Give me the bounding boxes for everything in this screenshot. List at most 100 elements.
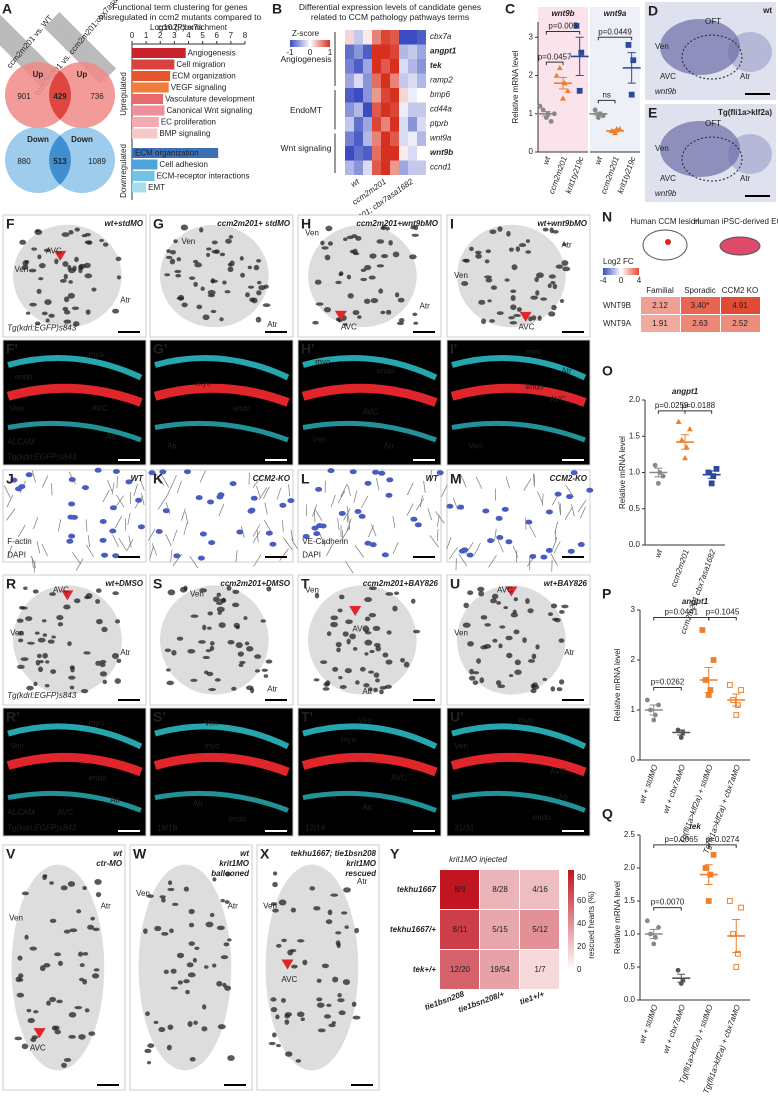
nucleus — [224, 290, 231, 294]
image-label: AVC — [53, 586, 69, 595]
nucleus — [381, 225, 387, 230]
fiber — [127, 512, 131, 525]
point — [738, 687, 744, 693]
panel-letter: F' — [6, 341, 18, 357]
significance-bracket — [653, 617, 710, 621]
nucleus — [531, 653, 537, 660]
significance-bracket — [653, 687, 682, 691]
nucleus — [219, 252, 226, 257]
fiber — [149, 546, 154, 559]
nucleus — [37, 637, 46, 643]
nucleus — [506, 230, 511, 237]
nucleus — [188, 941, 196, 946]
group-label: Wnt signaling — [280, 143, 332, 154]
nucleus — [372, 469, 380, 475]
p-value: ns — [602, 90, 610, 99]
group-label: Downregulated — [119, 144, 128, 198]
image-label: Atr — [362, 687, 373, 696]
image-label: 18/18 — [157, 823, 178, 832]
nucleus — [145, 1011, 150, 1017]
nucleus — [349, 633, 356, 640]
image-label: Ven — [312, 435, 326, 444]
nucleus — [475, 253, 482, 259]
image-label: endo — [377, 366, 395, 375]
tissue — [457, 585, 566, 695]
myocardium — [7, 420, 142, 443]
nucleus — [281, 938, 287, 943]
heat-cell — [372, 44, 381, 59]
legend-bar — [290, 40, 330, 47]
myocardium — [302, 355, 438, 381]
heat-cell — [345, 88, 354, 103]
nucleus — [63, 929, 71, 934]
nucleus — [42, 633, 48, 637]
cell-value: 5/12 — [532, 925, 548, 934]
fiber — [367, 524, 375, 538]
error-bar — [677, 973, 686, 983]
significance-bracket — [597, 99, 616, 104]
image-label: Atr — [106, 433, 117, 442]
fiber — [392, 516, 396, 529]
y-tick-label: 1.0 — [624, 929, 636, 938]
fiber — [330, 494, 336, 508]
y-tick-label: 1.0 — [629, 468, 641, 477]
legend-tick: 80 — [577, 873, 586, 882]
nucleus — [412, 629, 421, 634]
nucleus — [513, 629, 520, 635]
nucleus — [67, 641, 72, 647]
error-bar — [681, 434, 689, 450]
nucleus — [238, 663, 244, 668]
nucleus — [69, 665, 75, 670]
fiber — [283, 537, 293, 550]
nucleus — [177, 980, 183, 985]
nucleus — [112, 308, 120, 314]
nucleus — [481, 318, 487, 325]
nucleus — [181, 302, 188, 308]
nucleus — [99, 671, 108, 677]
nucleus — [525, 598, 530, 604]
nucleus — [537, 315, 542, 321]
nucleus — [302, 959, 308, 966]
term-label: EMT — [148, 183, 165, 192]
legend-tick: 20 — [577, 942, 586, 951]
point — [675, 967, 681, 973]
fiber — [290, 538, 299, 551]
tissue — [265, 864, 359, 1071]
nucleus — [468, 675, 476, 681]
nucleus — [170, 986, 178, 990]
nucleus — [216, 925, 225, 931]
nucleus — [577, 542, 585, 548]
fiber — [346, 518, 352, 531]
nucleus — [207, 611, 214, 616]
nucleus — [225, 871, 231, 877]
nucleus — [337, 998, 345, 1003]
nucleus — [193, 1020, 198, 1025]
nucleus — [47, 639, 55, 644]
nucleus — [146, 894, 154, 898]
fiber — [165, 534, 172, 547]
nucleus — [21, 264, 29, 270]
nucleus — [27, 1018, 35, 1024]
y-tick-label: 0.0 — [624, 995, 636, 1004]
y-tick-label: 2 — [529, 71, 534, 80]
nucleus — [54, 952, 62, 957]
nucleus — [99, 519, 107, 525]
nucleus — [222, 280, 227, 285]
gene-label: wnt9a — [430, 134, 452, 143]
nucleus — [51, 635, 56, 639]
nucleus — [68, 1034, 76, 1039]
nucleus — [37, 254, 42, 260]
nucleus — [327, 241, 333, 246]
cell-value: 8/28 — [492, 885, 508, 894]
fiber — [57, 519, 62, 532]
image-label: Ven — [454, 742, 468, 751]
heat-cell — [381, 160, 390, 175]
nucleus — [79, 977, 85, 982]
y-tick-label: 0 — [529, 147, 534, 156]
panel-letter: E — [648, 105, 657, 121]
image-label: Atr — [110, 795, 121, 804]
nucleus — [196, 304, 203, 310]
nucleus — [44, 299, 52, 305]
image-label: AVC — [660, 72, 676, 81]
panel-letter: V — [6, 846, 16, 862]
